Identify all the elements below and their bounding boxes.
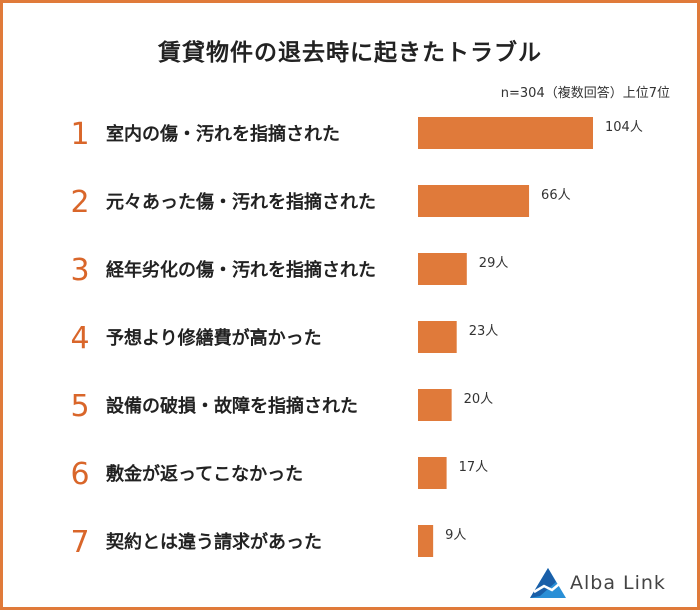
rank-number: 6 [70,457,89,492]
value-label: 20人 [464,392,494,407]
value-label: 66人 [541,188,571,203]
value-label: 29人 [479,256,509,271]
sample-note: n=304（複数回答）上位7位 [500,86,670,101]
bar [418,525,434,557]
rank-number: 2 [70,185,89,220]
value-label: 17人 [459,460,489,475]
category-label: 元々あった傷・汚れを指摘された [106,191,376,213]
category-label: 設備の破損・故障を指摘された [106,395,358,417]
bar [418,321,457,353]
rank-number: 7 [70,525,89,560]
brand-name: Alba Link [570,572,666,594]
category-label: 室内の傷・汚れを指摘された [106,123,340,145]
category-label: 契約とは違う請求があった [105,531,322,553]
bar [418,185,530,217]
alba-link-logo-icon [530,568,566,598]
bar [418,117,593,149]
bar [418,253,467,285]
chart-title: 賃貸物件の退去時に起きたトラブル [158,40,542,66]
value-label: 104人 [605,120,643,135]
rank-number: 4 [70,321,89,356]
category-label: 敷金が返ってこなかった [106,463,303,485]
value-label: 23人 [469,324,499,339]
bar [418,457,447,489]
category-label: 経年劣化の傷・汚れを指摘された [106,259,376,281]
rank-number: 3 [70,253,89,288]
category-label: 予想より修繕費が高かった [106,327,322,349]
value-label: 9人 [445,528,466,543]
rank-number: 5 [70,389,89,424]
bar [418,389,452,421]
rank-number: 1 [70,117,89,152]
